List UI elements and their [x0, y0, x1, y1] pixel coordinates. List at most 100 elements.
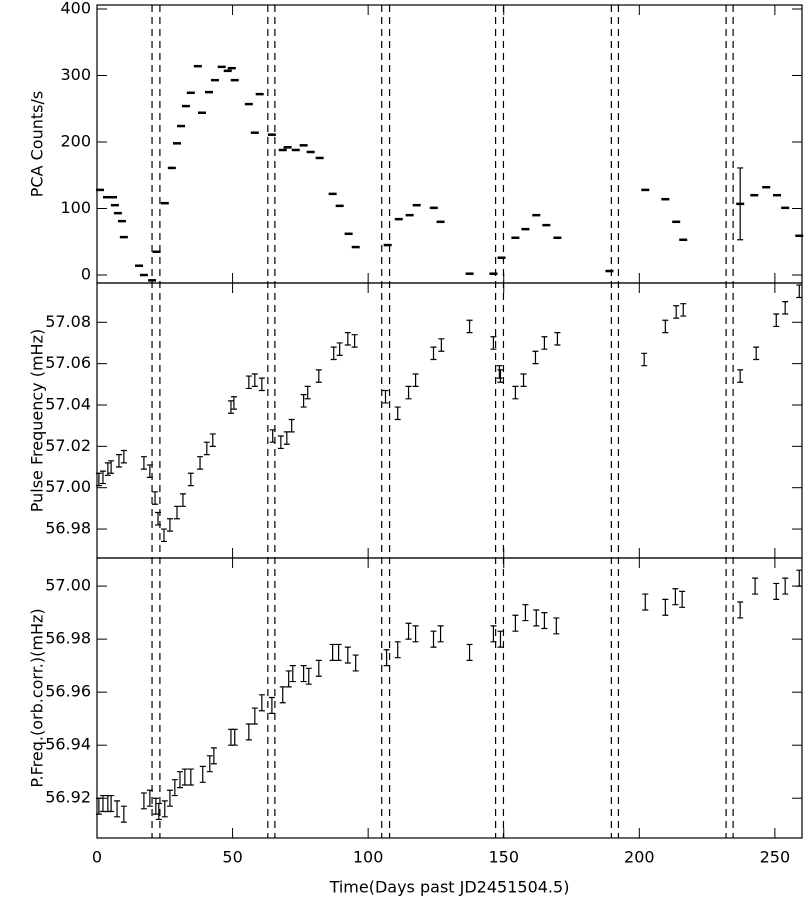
error-bar: [679, 590, 686, 608]
error-bar: [197, 456, 204, 470]
error-bar: [752, 577, 759, 595]
error-bar: [245, 375, 252, 390]
y-axis-label: Pulse Frequency (mHz): [28, 329, 47, 512]
error-bar: [680, 303, 687, 317]
error-bar: [187, 768, 194, 786]
error-bar: [104, 462, 111, 476]
panel-frame: [96, 557, 803, 839]
error-bar: [199, 765, 206, 783]
error-bar: [166, 518, 173, 532]
error-bar: [496, 365, 503, 379]
error-bar: [268, 696, 275, 714]
error-bar: [160, 528, 167, 543]
y-tick-label: 400: [60, 0, 91, 17]
error-bar: [532, 350, 539, 365]
error-bar: [279, 686, 286, 704]
error-bar: [541, 336, 548, 350]
error-bar: [181, 768, 188, 786]
error-bar: [329, 643, 336, 661]
error-bar: [641, 352, 648, 367]
error-bar: [283, 431, 290, 445]
error-bar: [344, 646, 351, 664]
y-tick-label: 56.92: [45, 788, 91, 807]
error-bar: [108, 460, 115, 474]
y-axis-label: P.Freq.(orb.corr.)(mHz): [28, 608, 47, 787]
error-bar: [230, 396, 237, 410]
error-bar: [179, 493, 186, 507]
error-bar: [285, 670, 292, 688]
y-tick-label: 100: [60, 198, 91, 217]
error-bar: [140, 456, 147, 470]
error-bar: [405, 622, 412, 640]
error-bar: [662, 598, 669, 616]
error-bar: [512, 385, 519, 400]
error-bar: [490, 336, 497, 350]
y-tick-label: 300: [60, 65, 91, 84]
error-bar: [161, 800, 168, 818]
error-bar: [737, 167, 744, 241]
error-bar: [152, 491, 159, 505]
error-bar: [209, 433, 216, 447]
error-bar: [437, 625, 444, 643]
error-bar: [120, 449, 127, 464]
error-bar: [430, 630, 437, 648]
error-bar: [330, 346, 337, 361]
error-bar: [782, 577, 789, 595]
error-bar: [155, 802, 162, 821]
y-tick-label: 200: [60, 132, 91, 151]
error-bar: [251, 707, 258, 725]
error-bar: [412, 625, 419, 643]
x-axis-label: Time(Days past JD2451504.5): [329, 878, 570, 897]
error-bar: [120, 805, 127, 823]
error-bar: [288, 418, 295, 433]
error-bar: [466, 319, 473, 334]
panel-frame: [96, 282, 803, 559]
error-bar: [315, 659, 322, 677]
error-bar: [336, 342, 343, 356]
error-bar: [176, 771, 183, 789]
error-bar: [490, 625, 497, 643]
error-bar: [152, 797, 159, 815]
error-bar: [146, 789, 153, 807]
error-bar: [304, 385, 311, 400]
error-bar: [352, 654, 359, 672]
error-bar: [382, 389, 389, 404]
error-bar: [210, 747, 217, 765]
error-bar: [405, 385, 412, 400]
error-bar: [497, 369, 504, 383]
error-bar: [533, 609, 540, 627]
x-tick-label: 0: [92, 848, 102, 867]
error-bar: [231, 728, 238, 746]
error-bar: [305, 667, 312, 685]
error-bar: [99, 470, 106, 485]
error-bar: [512, 614, 519, 632]
y-axis-label: PCA Counts/s: [28, 91, 47, 197]
panel-frame: [96, 4, 803, 284]
error-bar: [383, 649, 390, 667]
error-bar: [672, 588, 679, 606]
error-bar: [227, 400, 234, 414]
error-bar: [95, 472, 102, 487]
x-tick-label: 150: [488, 848, 519, 867]
error-bar: [773, 313, 780, 328]
error-bar: [553, 617, 560, 635]
error-bar: [300, 394, 307, 408]
error-bar: [782, 301, 789, 315]
error-bar: [662, 319, 669, 334]
error-bar: [412, 373, 419, 387]
error-bar: [438, 338, 445, 352]
error-bar: [466, 643, 473, 661]
error-bar: [773, 582, 780, 600]
x-tick-label: 100: [353, 848, 384, 867]
y-tick-label: 56.98: [45, 519, 91, 538]
error-bar: [430, 346, 437, 361]
error-bar: [171, 779, 178, 797]
x-tick-label: 200: [624, 848, 655, 867]
error-bar: [394, 641, 401, 659]
error-bar: [227, 728, 234, 746]
x-tick-label: 250: [760, 848, 791, 867]
y-tick-label: 56.94: [45, 735, 91, 754]
error-bar: [173, 505, 180, 520]
y-tick-label: 57.00: [45, 576, 91, 595]
